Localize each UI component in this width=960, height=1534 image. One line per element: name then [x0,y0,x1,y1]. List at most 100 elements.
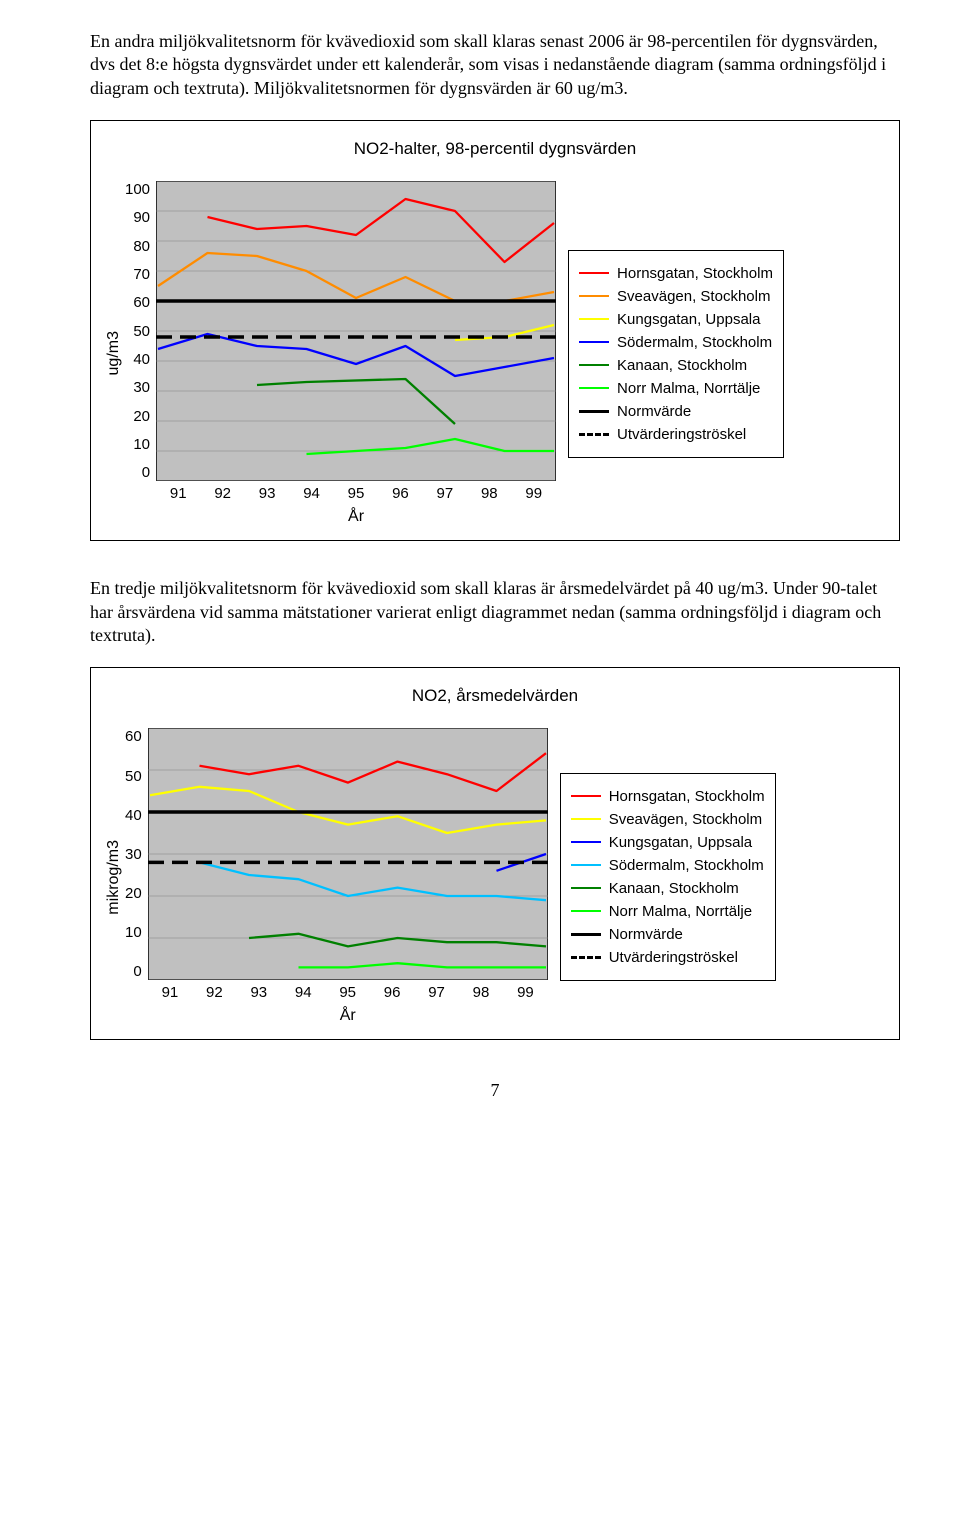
xtick-label: 97 [437,485,454,502]
legend-item: Norr Malma, Norrtälje [571,903,765,920]
chart-1-ylabel: ug/m3 [105,331,123,375]
ytick-label: 30 [133,379,150,396]
chart-2-legend: Hornsgatan, Stockholm Sveavägen, Stockhol… [560,773,776,981]
legend-item: Sveavägen, Stockholm [579,288,773,305]
legend-swatch [571,910,601,912]
legend-item: Kanaan, Stockholm [579,357,773,374]
xtick-label: 93 [250,984,267,1001]
legend-label: Norr Malma, Norrtälje [617,380,760,397]
legend-label: Sveavägen, Stockholm [609,811,762,828]
page-number: 7 [90,1080,900,1101]
legend-swatch [579,410,609,413]
xtick-label: 98 [481,485,498,502]
legend-item: Hornsgatan, Stockholm [579,265,773,282]
legend-label: Hornsgatan, Stockholm [617,265,773,282]
legend-item: Kanaan, Stockholm [571,880,765,897]
legend-swatch [579,387,609,389]
xtick-label: 95 [339,984,356,1001]
legend-item: Normvärde [579,403,773,420]
legend-item: Södermalm, Stockholm [571,857,765,874]
xtick-label: 96 [384,984,401,1001]
chart-2-title: NO2, årsmedelvärden [105,686,885,706]
legend-item: Utvärderingströskel [571,949,765,966]
legend-item: Sveavägen, Stockholm [571,811,765,828]
chart-1-legend: Hornsgatan, Stockholm Sveavägen, Stockhol… [568,250,784,458]
chart-1-container: NO2-halter, 98-percentil dygnsvärden ug/… [90,120,900,541]
xtick-label: 93 [259,485,276,502]
legend-label: Normvärde [609,926,683,943]
xtick-label: 99 [525,485,542,502]
legend-item: Normvärde [571,926,765,943]
ytick-label: 20 [125,885,142,902]
legend-label: Sveavägen, Stockholm [617,288,770,305]
ytick-label: 40 [125,807,142,824]
chart-1-title: NO2-halter, 98-percentil dygnsvärden [105,139,885,159]
chart-1-xticks: 919293949596979899 [156,485,556,502]
legend-label: Södermalm, Stockholm [609,857,764,874]
legend-item: Norr Malma, Norrtälje [579,380,773,397]
xtick-label: 91 [162,984,179,1001]
legend-label: Utvärderingströskel [609,949,738,966]
legend-item: Hornsgatan, Stockholm [571,788,765,805]
ytick-label: 70 [133,266,150,283]
ytick-label: 10 [125,924,142,941]
legend-item: Kungsgatan, Uppsala [571,834,765,851]
xtick-label: 97 [428,984,445,1001]
chart-2-ylabel: mikrog/m3 [105,840,123,915]
ytick-label: 100 [125,181,150,198]
legend-swatch [579,295,609,297]
paragraph-2: En tredje miljökvalitetsnorm för kvävedi… [90,577,900,647]
ytick-label: 80 [133,238,150,255]
ytick-label: 90 [133,209,150,226]
legend-swatch [571,887,601,889]
xtick-label: 96 [392,485,409,502]
legend-label: Hornsgatan, Stockholm [609,788,765,805]
legend-swatch [571,956,601,959]
legend-item: Kungsgatan, Uppsala [579,311,773,328]
legend-label: Norr Malma, Norrtälje [609,903,752,920]
ytick-label: 0 [142,464,150,481]
xtick-label: 92 [214,485,231,502]
legend-item: Södermalm, Stockholm [579,334,773,351]
ytick-label: 60 [125,728,142,745]
legend-label: Kungsgatan, Uppsala [609,834,752,851]
ytick-label: 0 [133,963,141,980]
xtick-label: 99 [517,984,534,1001]
chart-1-yticks: 1009080706050403020100 [125,181,156,481]
xtick-label: 94 [303,485,320,502]
legend-swatch [579,318,609,320]
chart-2-container: NO2, årsmedelvärden mikrog/m3 60 50 40 30 20… [90,667,900,1040]
xtick-label: 92 [206,984,223,1001]
ytick-label: 50 [125,768,142,785]
ytick-label: 50 [133,323,150,340]
xtick-label: 95 [348,485,365,502]
legend-swatch [579,341,609,343]
legend-swatch [571,818,601,820]
legend-swatch [571,841,601,843]
chart-2-xticks: 91 92 93 94 95 96 97 98 99 [148,984,548,1001]
legend-label: Södermalm, Stockholm [617,334,772,351]
ytick-label: 30 [125,846,142,863]
chart-2-xlabel: År [148,1007,548,1025]
xtick-label: 98 [473,984,490,1001]
legend-label: Utvärderingströskel [617,426,746,443]
legend-swatch [579,272,609,274]
legend-item: Utvärderingströskel [579,426,773,443]
legend-label: Kanaan, Stockholm [609,880,739,897]
chart-2-plot [148,728,548,980]
legend-swatch [579,364,609,366]
chart-1-plot [156,181,556,481]
legend-swatch [571,795,601,797]
chart-2-yticks: 60 50 40 30 20 10 0 [125,728,148,980]
legend-label: Kungsgatan, Uppsala [617,311,760,328]
xtick-label: 94 [295,984,312,1001]
legend-label: Normvärde [617,403,691,420]
legend-swatch [571,864,601,866]
legend-swatch [579,433,609,436]
chart-1-xlabel: År [156,508,556,526]
ytick-label: 20 [133,408,150,425]
ytick-label: 10 [133,436,150,453]
ytick-label: 60 [133,294,150,311]
paragraph-1: En andra miljökvalitetsnorm för kvävedio… [90,30,900,100]
legend-label: Kanaan, Stockholm [617,357,747,374]
